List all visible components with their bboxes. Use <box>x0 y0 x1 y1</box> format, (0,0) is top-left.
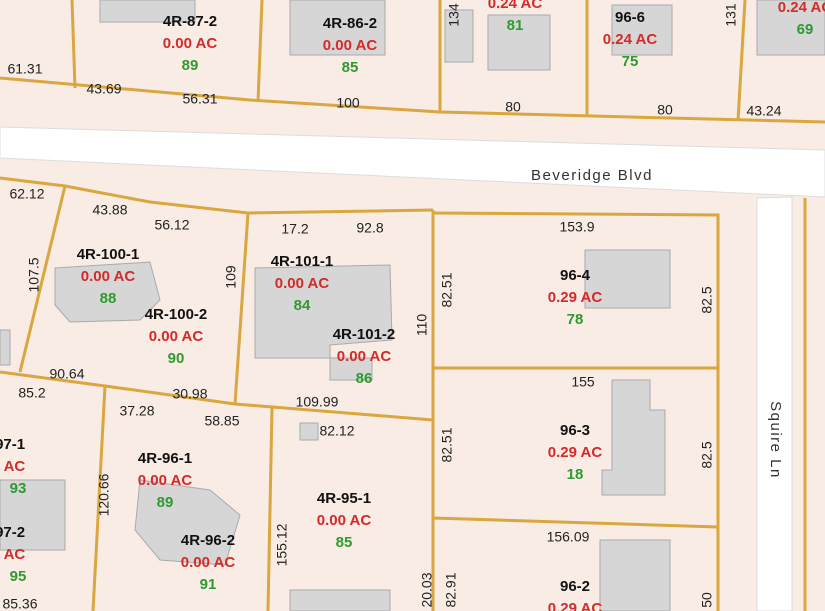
parcel-id: 4R-87-2 <box>163 13 217 30</box>
lot-dimension: 37.28 <box>119 403 154 419</box>
parcel-number: 89 <box>182 57 199 74</box>
roads <box>0 126 825 611</box>
lot-dimension: 131 <box>723 3 739 27</box>
lot-dimension: 80 <box>657 102 673 118</box>
parcel-area: 0.24 AC <box>488 0 543 12</box>
parcel-id: 96-4 <box>560 267 591 284</box>
parcel-number: 88 <box>100 290 117 307</box>
parcel-id: 4R-100-1 <box>77 246 140 263</box>
lot-dimension: 80 <box>505 99 521 115</box>
parcel-id: 4R-97-1 <box>0 436 25 453</box>
lot-dimension: 109.99 <box>296 394 339 410</box>
parcel-id: 4R-101-2 <box>333 326 396 343</box>
parcel-number: 81 <box>507 17 524 34</box>
lot-dimension: 92.8 <box>356 220 383 236</box>
parcel-area: 0.00 AC <box>337 348 392 365</box>
parcel-number: 86 <box>356 370 373 387</box>
lot-dimension: 82.91 <box>443 572 459 607</box>
lot-dimension: 30.98 <box>172 386 207 402</box>
parcel-area: 0.00 AC <box>149 328 204 345</box>
parcel-number: 95 <box>10 568 27 585</box>
parcel-number: 91 <box>200 576 217 593</box>
parcel-id: 4R-86-2 <box>323 15 377 32</box>
lot-dimension: 17.2 <box>281 221 308 237</box>
lot-dimension: 56.31 <box>182 91 217 107</box>
parcel-number: 18 <box>567 466 584 483</box>
lot-dimension: 134 <box>446 3 462 27</box>
lot-dimension: 120.66 <box>96 473 112 516</box>
lot-dimension: 82.12 <box>319 423 354 439</box>
parcel-id: 4R-97-2 <box>0 524 25 541</box>
lot-dimension: 155 <box>571 374 595 390</box>
lot-dimension: 85.36 <box>2 596 37 611</box>
parcel-area: 0.00 AC <box>181 554 236 571</box>
parcel-id: 4R-95-1 <box>317 490 371 507</box>
parcel-number: 89 <box>157 494 174 511</box>
lot-dimension: 20.03 <box>419 572 435 607</box>
parcel-area: 0.00 AC <box>0 458 25 475</box>
parcel-area: 0.29 AC <box>548 289 603 306</box>
parcel-area: 0.00 AC <box>0 546 25 563</box>
lot-dimension: 43.69 <box>86 81 121 97</box>
parcel-area: 0.00 AC <box>81 268 136 285</box>
parcel-area: 0.24 AC <box>603 31 658 48</box>
lot-dimension: 82.51 <box>439 427 455 462</box>
parcel-id: 4R-96-2 <box>181 532 235 549</box>
lot-dimension: 82.51 <box>439 272 455 307</box>
lot-dimension: 155.12 <box>274 523 290 566</box>
lot-dimension: 107.5 <box>26 257 42 292</box>
lot-dimension: 58.85 <box>204 413 239 429</box>
parcel-area: 0.00 AC <box>275 275 330 292</box>
parcel-id: 96-2 <box>560 578 590 595</box>
parcel-id: 96-3 <box>560 422 590 439</box>
parcel-number: 69 <box>797 21 814 38</box>
lot-dimension: 56.12 <box>154 217 189 233</box>
parcel-area: 0.29 AC <box>548 444 603 461</box>
lot-dimension: 82.5 <box>699 286 715 313</box>
parcel-id: 4R-101-1 <box>271 253 334 270</box>
parcel-number: 85 <box>336 534 353 551</box>
parcel-id: 4R-96-1 <box>138 450 192 467</box>
parcel-area: 0.00 AC <box>138 472 193 489</box>
lot-dimension: 61.31 <box>7 61 42 77</box>
parcel-number: 85 <box>342 59 359 76</box>
lot-dimension: 85.2 <box>18 385 45 401</box>
lot-dimension: 43.24 <box>746 103 781 119</box>
lot-dimension: 82.5 <box>699 441 715 468</box>
lot-dimension: 153.9 <box>559 219 594 235</box>
parcel-area: 0.00 AC <box>323 37 378 54</box>
lot-dimension: 109 <box>223 265 239 289</box>
parcel-number: 93 <box>10 480 27 497</box>
lot-dimension: 110 <box>414 314 430 337</box>
parcel-area: 0.00 AC <box>163 35 218 52</box>
lot-dimension: 50 <box>699 592 715 608</box>
parcel-number: 78 <box>567 311 584 328</box>
parcel-area: 0.00 AC <box>317 512 372 529</box>
lot-dimension: 100 <box>336 95 360 111</box>
street-name: Squire Ln <box>767 401 784 479</box>
lot-dimension: 90.64 <box>49 366 84 382</box>
parcel-number: 75 <box>622 53 639 70</box>
lot-dimension: 62.12 <box>9 186 44 202</box>
parcel-id: 96-6 <box>615 9 645 26</box>
parcel-number: 90 <box>168 350 185 367</box>
parcel-id: 4R-100-2 <box>145 306 208 323</box>
lot-dimension: 43.88 <box>92 202 127 218</box>
street-name: Beveridge Blvd <box>531 167 653 184</box>
parcel-area: 0.24 AC <box>778 0 825 16</box>
parcel-area: 0.29 AC <box>548 600 603 611</box>
parcel-number: 84 <box>294 297 311 314</box>
lot-dimension: 156.09 <box>547 529 590 545</box>
